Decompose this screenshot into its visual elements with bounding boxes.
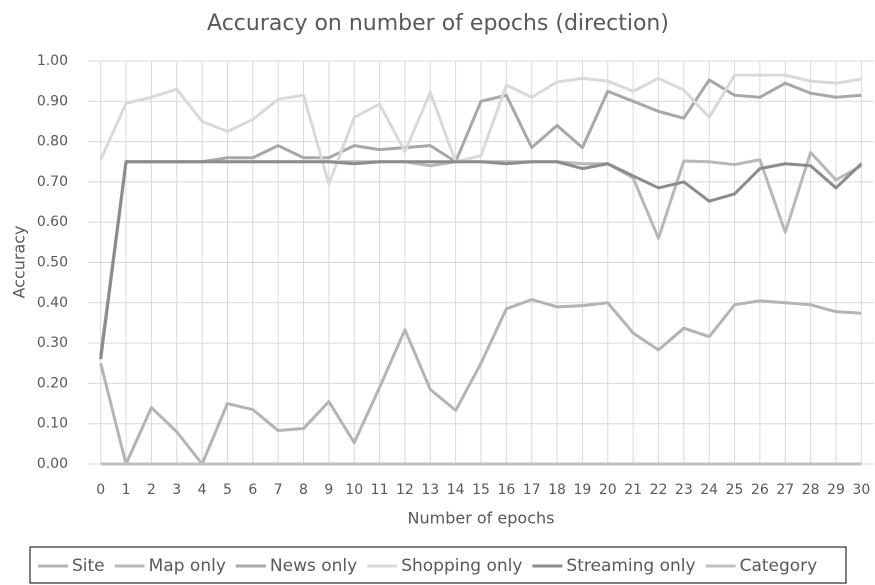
x-tick-label: 7 [274, 482, 283, 498]
series-line [99, 160, 863, 360]
x-tick-label: 26 [751, 482, 769, 498]
legend-label: Site [72, 556, 105, 576]
y-tick-label: 0.90 [37, 93, 68, 109]
series-line [99, 73, 862, 186]
x-tick-label: 27 [776, 482, 794, 498]
x-tick-label: 6 [248, 482, 257, 498]
x-tick-label: 2 [147, 482, 156, 498]
x-tick-label: 8 [299, 482, 308, 498]
legend-label: Shopping only [401, 556, 522, 576]
legend-label: Category [740, 556, 818, 576]
x-tick-label: 25 [726, 482, 744, 498]
x-tick-label: 17 [523, 482, 541, 498]
y-tick-label: 0.30 [37, 335, 68, 351]
chart-title: Accuracy on number of epochs (direction) [207, 11, 669, 36]
x-tick-label: 18 [548, 482, 566, 498]
y-tick-label: 0.00 [37, 456, 68, 472]
y-tick-label: 0.80 [37, 134, 68, 150]
x-tick-label: 10 [345, 482, 363, 498]
x-tick-label: 28 [802, 482, 820, 498]
legend-box [29, 546, 847, 584]
x-tick-label: 21 [624, 482, 642, 498]
y-tick-label: 0.60 [37, 214, 68, 230]
x-tick-label: 14 [447, 482, 465, 498]
x-tick-label: 24 [700, 482, 718, 498]
legend-label: Map only [149, 556, 226, 576]
y-tick-label: 0.20 [37, 375, 68, 391]
y-tick-label: 0.70 [37, 174, 68, 190]
x-tick-label: 11 [371, 482, 389, 498]
y-tick-label: 0.10 [37, 416, 68, 432]
x-tick-label: 30 [852, 482, 870, 498]
x-tick-label: 15 [472, 482, 490, 498]
x-tick-label: 23 [675, 482, 693, 498]
x-tick-label: 9 [324, 482, 333, 498]
x-tick-label: 3 [172, 482, 181, 498]
x-tick-label: 20 [599, 482, 617, 498]
series-line [99, 298, 862, 466]
x-tick-label: 0 [96, 482, 105, 498]
x-tick-label: 4 [198, 482, 207, 498]
x-tick-label: 19 [574, 482, 592, 498]
x-tick-label: 16 [497, 482, 515, 498]
x-tick-label: 5 [223, 482, 232, 498]
x-tick-label: 29 [827, 482, 845, 498]
legend-label: News only [270, 556, 357, 576]
x-tick-label: 1 [122, 482, 131, 498]
y-axis-label: Accuracy [10, 225, 29, 298]
series-line [99, 78, 862, 356]
y-tick-label: 0.50 [37, 255, 68, 271]
legend-label: Streaming only [566, 556, 695, 576]
y-tick-label: 1.00 [37, 53, 68, 69]
x-tick-label: 13 [421, 482, 439, 498]
y-tick-label: 0.40 [37, 295, 68, 311]
x-axis-label: Number of epochs [408, 509, 555, 528]
x-tick-label: 12 [396, 482, 414, 498]
x-tick-label: 22 [650, 482, 668, 498]
